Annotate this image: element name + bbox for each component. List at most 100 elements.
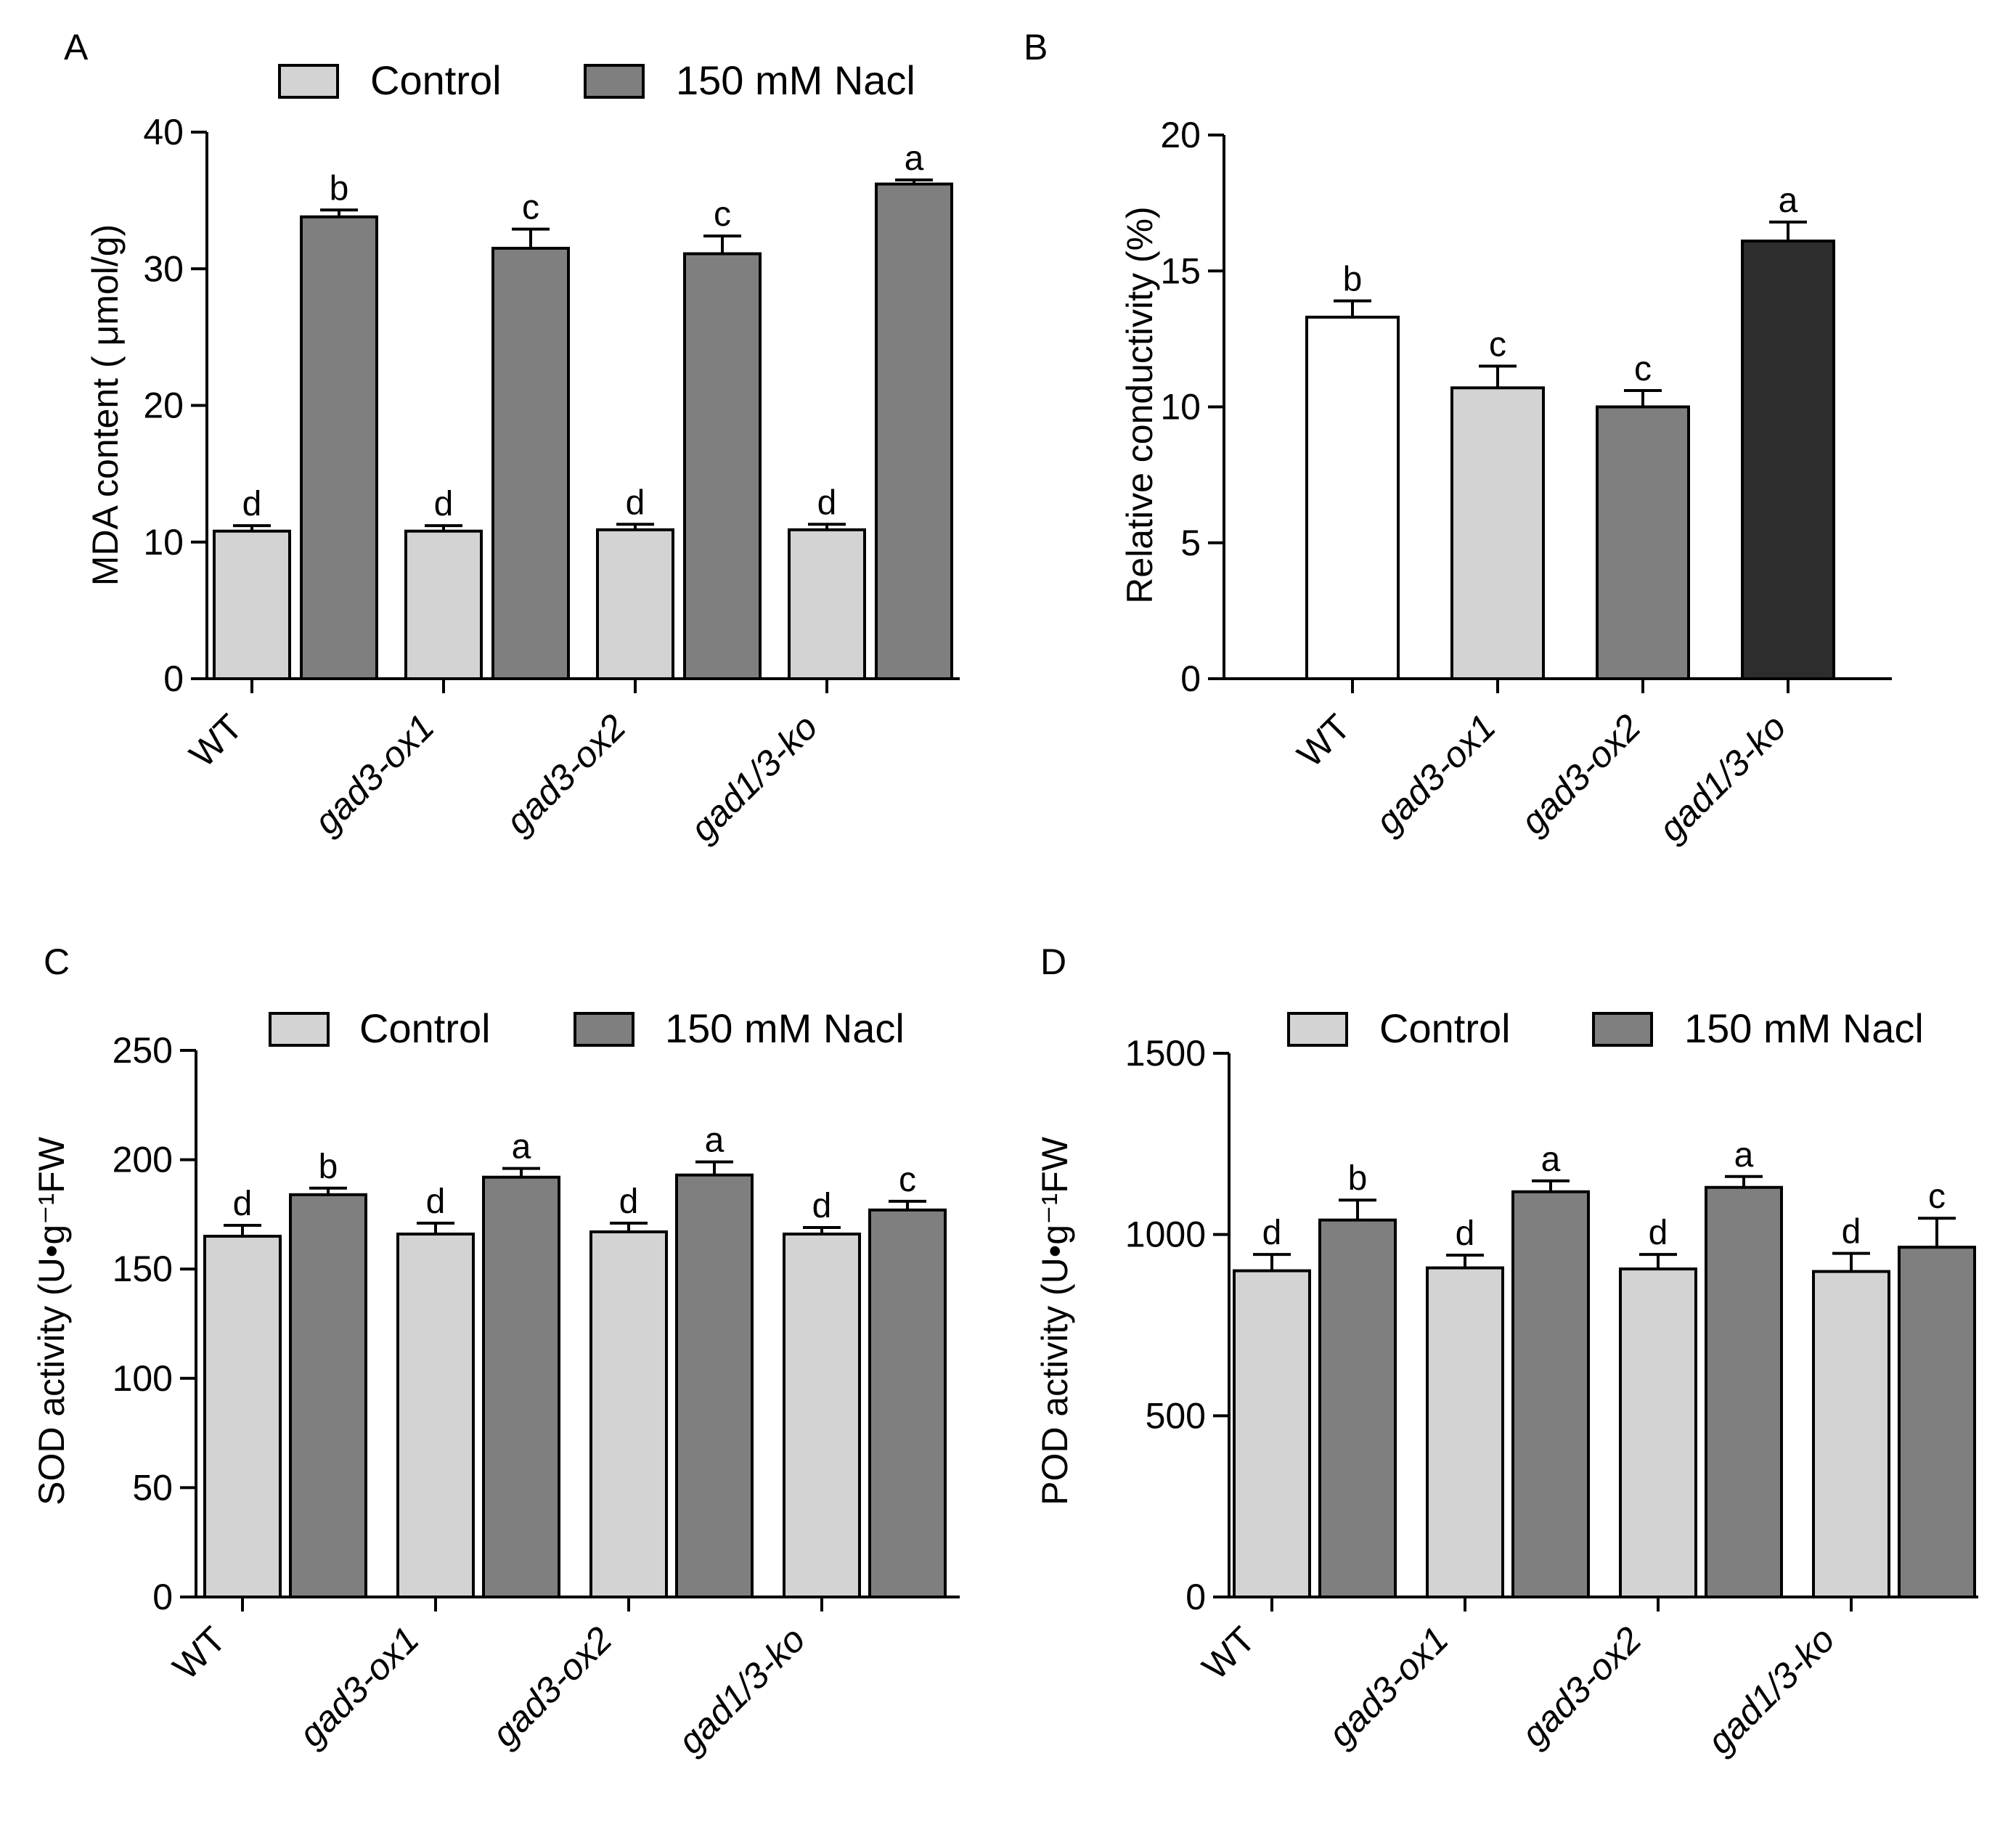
bar-gad3-ox1 (1450, 386, 1545, 680)
y-tick-label: 0 (1185, 1577, 1206, 1617)
legend-label-control: Control (1379, 1005, 1511, 1051)
legend-label-150-mm-nacl: 150 mM Nacl (676, 57, 915, 103)
bar-150-mm-nacl-gad3-ox2-sig-label: a (1734, 1136, 1754, 1175)
bar-gad1-3-ko (1741, 240, 1835, 680)
bar-gad3-ox2-sig-label: c (1634, 350, 1652, 388)
legend-swatch-150-mm-nacl (574, 1012, 634, 1047)
y-tick-label: 500 (1146, 1395, 1206, 1436)
panel-letter-b: B (1024, 27, 1048, 68)
bar-control-gad1-3-ko-sig-label: d (1842, 1213, 1861, 1251)
y-tick-label: 250 (113, 1030, 173, 1071)
bar-control-wt (203, 1235, 282, 1599)
bar-150-mm-nacl-gad3-ox1 (1511, 1190, 1590, 1598)
x-category-label-gad1-3-ko: gad1/3-ko (682, 706, 825, 849)
bar-150-mm-nacl-gad3-ox1-sig-label: a (512, 1128, 531, 1167)
y-axis-title: SOD activity (U•g⁻¹FW (31, 1136, 72, 1506)
bar-control-gad3-ox2-sig-label: d (619, 1182, 639, 1221)
y-tick-label: 5 (1180, 523, 1201, 563)
y-tick-label: 40 (143, 112, 184, 152)
bar-150-mm-nacl-gad1-3-ko (868, 1208, 947, 1598)
bar-150-mm-nacl-gad1-3-ko-sig-label: c (1928, 1177, 1946, 1216)
bar-150-mm-nacl-gad3-ox2 (675, 1173, 754, 1598)
y-tick-label: 10 (1160, 387, 1201, 428)
bar-control-gad3-ox1-sig-label: d (426, 1182, 446, 1221)
x-category-label-gad3-ox2: gad3-ox2 (1514, 1619, 1649, 1755)
bar-150-mm-nacl-gad3-ox2 (1705, 1185, 1783, 1598)
y-tick-label: 20 (143, 385, 184, 426)
bar-control-gad3-ox2 (589, 1230, 668, 1598)
bar-control-wt-sig-label: d (233, 1185, 253, 1223)
bar-150-mm-nacl-wt-sig-label: b (1348, 1159, 1368, 1198)
x-category-label-gad1-3-ko: gad1/3-ko (1651, 706, 1794, 849)
panel-a: A 0 10 20 30 40 MDA content ( μmol/g) d b d c d c d a W… (64, 27, 960, 849)
y-tick-label: 150 (113, 1249, 173, 1289)
bar-control-gad1-3-ko (783, 1233, 861, 1599)
bar-150-mm-nacl-gad1-3-ko-sig-label: a (905, 139, 924, 178)
panel-d: D 0 500 1000 1500 POD activity (U•g⁻¹FW d b d a d a… (1034, 941, 1978, 1762)
panel-letter-a: A (64, 27, 89, 68)
legend-swatch-control (269, 1012, 330, 1047)
bar-gad3-ox1-sig-label: c (1489, 325, 1506, 364)
y-tick-label: 20 (1160, 115, 1201, 155)
y-tick-label: 15 (1160, 250, 1201, 291)
bar-wt (1305, 315, 1400, 680)
panel-b: B 0 5 10 15 20 Relative conductivity (%) b c c a WT… (1024, 27, 1892, 849)
y-axis-title: Relative conductivity (%) (1119, 206, 1160, 603)
bar-control-gad3-ox1-sig-label: d (1456, 1214, 1475, 1253)
y-tick-label: 200 (113, 1140, 173, 1180)
legend-label-150-mm-nacl: 150 mM Nacl (665, 1005, 905, 1051)
bar-control-gad3-ox1-sig-label: d (434, 485, 454, 523)
bar-control-gad3-ox1 (396, 1233, 475, 1599)
bar-150-mm-nacl-gad3-ox1-sig-label: a (1541, 1140, 1561, 1179)
bar-150-mm-nacl-gad3-ox1 (482, 1175, 560, 1599)
bar-150-mm-nacl-gad3-ox2 (683, 252, 762, 681)
bar-150-mm-nacl-wt (300, 215, 378, 680)
bar-150-mm-nacl-gad3-ox1-sig-label: c (522, 189, 539, 227)
bar-control-gad1-3-ko-sig-label: d (812, 1187, 832, 1225)
y-tick-label: 0 (152, 1577, 173, 1617)
y-tick-label: 0 (1180, 658, 1201, 699)
bar-150-mm-nacl-gad1-3-ko (875, 182, 953, 681)
bar-control-gad3-ox1 (1426, 1266, 1504, 1598)
x-category-label-gad3-ox1: gad3-ox1 (1321, 1619, 1456, 1755)
bar-150-mm-nacl-gad1-3-ko-sig-label: c (899, 1161, 916, 1199)
panel-c: C 0 50 100 150 200 250 SOD activity (U•g⁻¹FW d b d… (31, 941, 960, 1762)
legend-swatch-150-mm-nacl (1592, 1012, 1653, 1047)
y-tick-label: 1500 (1125, 1033, 1206, 1074)
x-category-label-gad3-ox1: gad3-ox1 (306, 706, 442, 842)
bar-gad3-ox2 (1596, 405, 1690, 680)
x-category-label-gad1-3-ko: gad1/3-ko (670, 1619, 813, 1762)
bar-control-gad3-ox2-sig-label: d (1649, 1214, 1668, 1252)
bar-150-mm-nacl-wt (289, 1193, 367, 1598)
x-category-label-gad3-ox2: gad3-ox2 (1513, 706, 1649, 842)
bar-gad1-3-ko-sig-label: a (1779, 181, 1798, 220)
bar-control-gad3-ox2-sig-label: d (626, 483, 645, 522)
bar-control-gad3-ox1 (404, 529, 483, 680)
bar-control-wt (1233, 1269, 1311, 1598)
x-category-label-wt: WT (181, 706, 250, 775)
bar-wt-sig-label: b (1343, 260, 1363, 298)
bar-150-mm-nacl-gad3-ox2-sig-label: c (714, 195, 731, 234)
bar-150-mm-nacl-gad3-ox2-sig-label: a (705, 1122, 725, 1160)
bar-control-gad1-3-ko (788, 528, 866, 680)
y-tick-label: 10 (143, 522, 184, 563)
bar-150-mm-nacl-wt-sig-label: b (330, 169, 349, 208)
x-category-label-wt: WT (165, 1619, 234, 1688)
panel-letter-c: C (44, 941, 70, 982)
legend-label-150-mm-nacl: 150 mM Nacl (1684, 1005, 1924, 1051)
x-category-label-gad3-ox2: gad3-ox2 (484, 1619, 620, 1755)
bar-control-gad1-3-ko-sig-label: d (817, 483, 837, 522)
bar-control-wt-sig-label: d (1262, 1214, 1282, 1252)
y-axis-title: POD activity (U•g⁻¹FW (1034, 1136, 1075, 1506)
legend-swatch-control (278, 64, 339, 99)
x-category-label-gad3-ox2: gad3-ox2 (498, 706, 634, 842)
x-category-label-wt: WT (1289, 706, 1358, 775)
legend-label-control: Control (370, 57, 502, 103)
bar-control-wt (213, 529, 291, 680)
x-category-label-gad1-3-ko: gad1/3-ko (1699, 1619, 1842, 1762)
bar-150-mm-nacl-gad1-3-ko (1898, 1246, 1976, 1598)
y-tick-label: 100 (113, 1358, 173, 1399)
legend-swatch-150-mm-nacl (584, 64, 645, 99)
bar-control-gad3-ox2 (596, 528, 674, 680)
bar-control-gad3-ox2 (1619, 1267, 1697, 1599)
